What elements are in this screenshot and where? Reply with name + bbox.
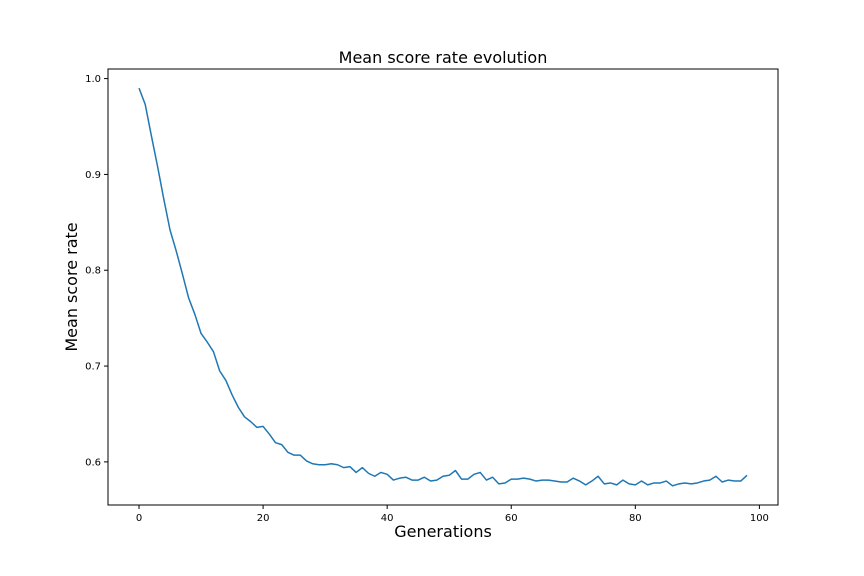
y-tick-label: 1.0 [85, 74, 101, 85]
x-tick-label: 60 [505, 513, 518, 524]
x-tick-label: 80 [629, 513, 642, 524]
x-tick-label: 20 [257, 513, 270, 524]
x-tick-label: 40 [381, 513, 394, 524]
y-tick-label: 0.6 [85, 457, 101, 468]
y-tick-label: 0.8 [85, 266, 101, 277]
chart-title: Mean score rate evolution [339, 48, 548, 67]
y-tick-label: 0.7 [85, 362, 101, 373]
x-axis-label: Generations [394, 522, 492, 541]
y-axis-label: Mean score rate [62, 222, 81, 351]
x-axis-ticks: 0 20 40 60 80 100 [136, 505, 769, 524]
y-axis-ticks: 0.6 0.7 0.8 0.9 1.0 [85, 74, 108, 468]
x-tick-label: 100 [750, 513, 769, 524]
y-tick-label: 0.9 [85, 170, 101, 181]
series-line-0 [138, 87, 748, 487]
plot-frame [107, 68, 779, 506]
x-tick-label: 0 [136, 513, 142, 524]
plot-area [138, 87, 748, 487]
